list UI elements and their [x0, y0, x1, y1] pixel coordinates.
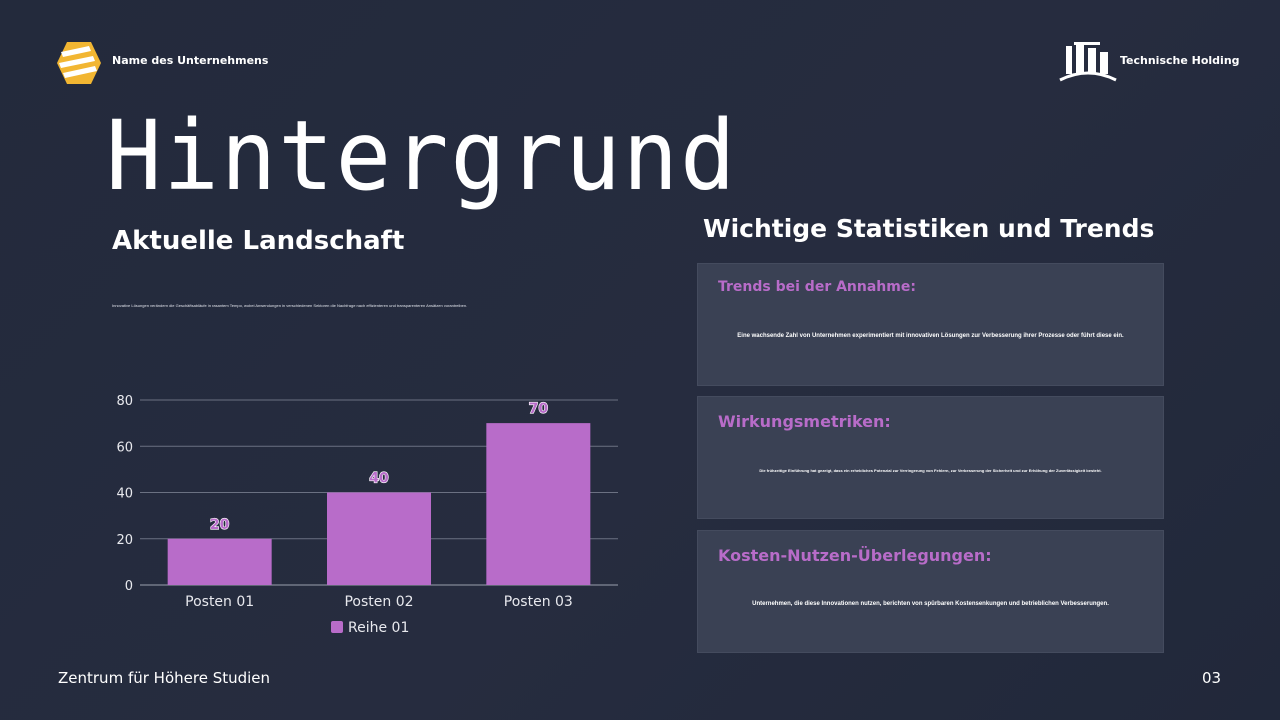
- bar-chart: 0 20 40 60 80 20 Posten 01 40 Posten 02 70 Posten …: [116, 394, 618, 636]
- page-number: 03: [1202, 669, 1222, 687]
- bar: [486, 423, 591, 585]
- x-tick-label: Posten 02: [344, 594, 413, 610]
- stat-card-impact: Wirkungsmetriken: Die frühzeitige Einfüh…: [697, 396, 1164, 519]
- card-text: Die frühzeitige Einführung hat gezeigt, …: [759, 468, 1102, 473]
- x-tick-label: Posten 01: [185, 594, 254, 610]
- company-name: Name des Unternehmens: [112, 54, 269, 67]
- y-tick-label: 60: [116, 440, 133, 455]
- card-text: Unternehmen, die diese Innovationen nutz…: [752, 601, 1109, 607]
- x-tick-label: Posten 03: [504, 594, 573, 610]
- y-tick-label: 80: [116, 394, 133, 409]
- bar: [327, 492, 431, 585]
- card-heading: Wirkungsmetriken:: [718, 412, 891, 431]
- legend-label: Reihe 01: [348, 620, 409, 636]
- intro-paragraph: Innovative Lösungen verändern die Geschä…: [112, 303, 468, 308]
- card-text: Eine wachsende Zahl von Unternehmen expe…: [737, 333, 1124, 339]
- legend-swatch: [331, 621, 343, 633]
- stat-card-cost-benefit: Kosten-Nutzen-Überlegungen: Unternehmen,…: [697, 530, 1164, 653]
- stat-card-adoption: Trends bei der Annahme: Eine wachsende Z…: [697, 263, 1164, 386]
- footer-institution: Zentrum für Höhere Studien: [58, 669, 271, 687]
- data-label: 40: [369, 471, 389, 487]
- card-heading: Trends bei der Annahme:: [718, 279, 916, 295]
- holding-name: Technische Holding: [1120, 54, 1240, 67]
- y-tick-label: 20: [116, 533, 133, 548]
- card-heading: Kosten-Nutzen-Überlegungen:: [718, 546, 992, 565]
- y-tick-label: 0: [125, 579, 133, 594]
- stats-title: Wichtige Statistiken und Trends: [703, 214, 1155, 243]
- section-subtitle: Aktuelle Landschaft: [112, 226, 405, 256]
- data-label: 20: [210, 517, 230, 533]
- company-logo-icon: [57, 42, 101, 84]
- data-label: 70: [529, 401, 549, 417]
- page-title: Hintergrund: [106, 100, 738, 212]
- bar: [167, 538, 272, 585]
- building-logo-icon: [1059, 42, 1117, 82]
- y-tick-label: 40: [116, 487, 133, 502]
